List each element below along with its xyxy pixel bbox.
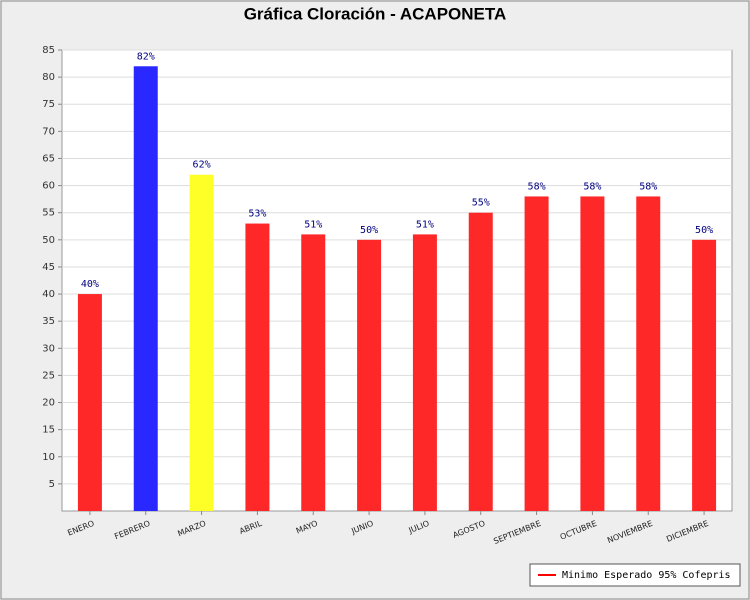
value-label: 58%: [583, 181, 601, 192]
y-tick-label: 70: [42, 126, 55, 137]
y-tick-label: 85: [42, 45, 55, 56]
y-tick-label: 20: [42, 398, 55, 409]
bar: [189, 174, 214, 511]
chart-title: Gráfica Cloración - ACAPONETA: [244, 4, 507, 23]
y-tick-label: 30: [42, 343, 55, 354]
y-tick-label: 60: [42, 181, 55, 192]
bar: [133, 66, 158, 511]
y-tick-label: 10: [42, 452, 55, 463]
bar: [357, 239, 382, 511]
plot-area: [61, 49, 733, 512]
bar: [245, 223, 270, 511]
bar: [468, 212, 493, 512]
legend-label: Minimo Esperado 95% Cofepris: [562, 570, 731, 581]
bar: [77, 294, 102, 511]
value-label: 62%: [193, 160, 211, 171]
y-tick-label: 15: [42, 425, 55, 436]
y-tick-label: 75: [42, 99, 55, 110]
value-label: 51%: [304, 219, 322, 230]
value-label: 53%: [248, 209, 266, 220]
bar: [636, 196, 661, 511]
bar: [692, 239, 717, 511]
value-label: 58%: [639, 181, 657, 192]
y-tick-label: 25: [42, 370, 55, 381]
y-tick-label: 65: [42, 153, 55, 164]
y-tick-label: 40: [42, 289, 55, 300]
y-tick-label: 5: [49, 479, 55, 490]
value-label: 50%: [695, 225, 713, 236]
y-tick-label: 80: [42, 72, 55, 83]
legend-box: [529, 563, 741, 587]
bar: [301, 234, 326, 511]
bar: [524, 196, 549, 511]
value-label: 50%: [360, 225, 378, 236]
bar: [580, 196, 605, 511]
value-label: 40%: [81, 279, 99, 290]
value-label: 82%: [137, 51, 155, 62]
y-tick-label: 35: [42, 316, 55, 327]
value-label: 58%: [528, 181, 546, 192]
value-label: 55%: [472, 198, 490, 209]
y-tick-label: 50: [42, 235, 55, 246]
bar: [412, 234, 437, 511]
y-tick-label: 55: [42, 208, 55, 219]
value-label: 51%: [416, 219, 434, 230]
y-tick-label: 45: [42, 262, 55, 273]
